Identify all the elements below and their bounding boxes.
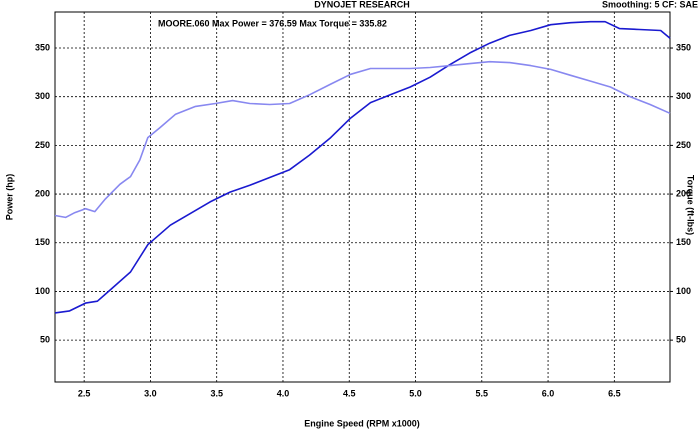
y2-tick-label: 50 [676, 335, 686, 345]
series-line [54, 20, 671, 314]
plot-frame [54, 11, 671, 383]
x-tick-label: 2.5 [78, 388, 91, 398]
y-tick-label: 100 [35, 286, 50, 296]
y-tick-label: 150 [35, 237, 50, 247]
x-tick-label: 3.0 [144, 388, 157, 398]
x-tick-label: 6.0 [542, 388, 555, 398]
y-tick-label: 300 [35, 91, 50, 101]
x-tick-label: 4.5 [343, 388, 356, 398]
y-tick-label: 50 [40, 335, 50, 345]
y2-tick-label: 200 [676, 188, 691, 198]
annotation: MOORE.060 Max Power = 376.59 Max Torque … [158, 18, 387, 28]
y2-tick-label: 150 [676, 237, 691, 247]
y-tick-label: 200 [35, 188, 50, 198]
x-tick-label: 4.0 [277, 388, 290, 398]
y2-tick-label: 300 [676, 91, 691, 101]
x-tick-label: 5.5 [476, 388, 489, 398]
chart-title: DYNOJET RESEARCH [314, 0, 410, 9]
x-tick-label: 5.0 [409, 388, 422, 398]
x-axis-label: Engine Speed (RPM x1000) [304, 418, 420, 428]
y-tick-label: 250 [35, 140, 50, 150]
y2-tick-label: 250 [676, 140, 691, 150]
y-axis-label: Power (hp) [4, 174, 14, 221]
x-tick-label: 6.5 [608, 388, 621, 398]
series-line [54, 60, 671, 219]
y2-axis-label: Torque (ft-lbs) [686, 175, 696, 235]
chart-subtitle: Smoothing: 5 CF: SAE [602, 0, 698, 9]
x-tick-label: 3.5 [210, 388, 223, 398]
y2-tick-label: 350 [676, 42, 691, 52]
y2-tick-label: 100 [676, 286, 691, 296]
y-tick-label: 350 [35, 42, 50, 52]
